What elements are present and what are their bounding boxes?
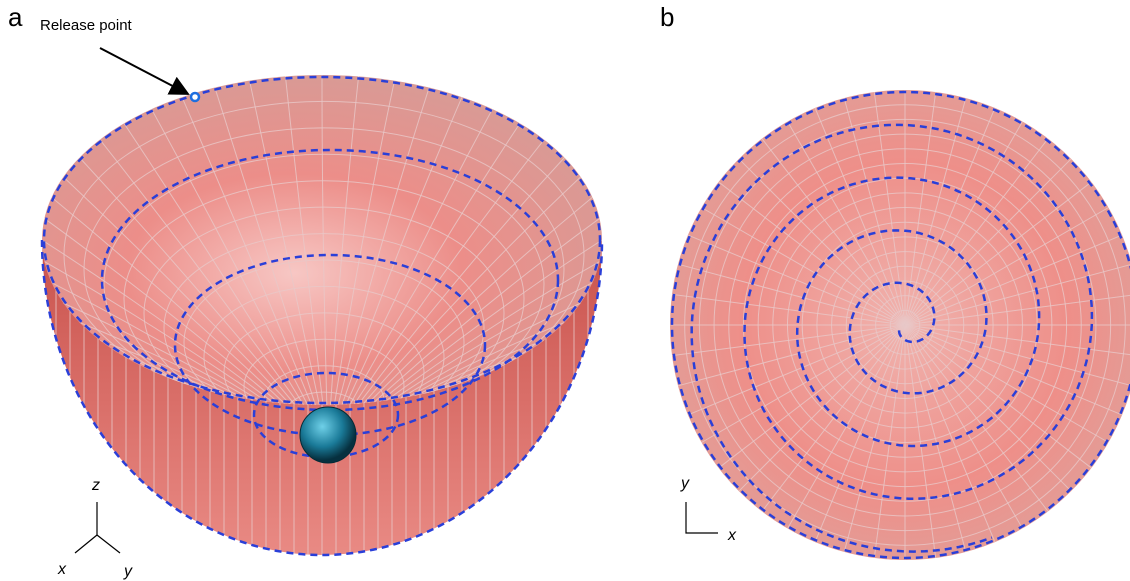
ball xyxy=(300,407,356,463)
axis-label: z xyxy=(91,477,100,494)
axis-triad xyxy=(686,502,718,533)
bowl-3d xyxy=(42,48,602,581)
axis-label: y xyxy=(680,475,690,492)
bowl-top-view xyxy=(670,90,1130,560)
release-marker xyxy=(191,93,199,101)
panel-label: a xyxy=(8,2,23,32)
figure: a Release point z x y b y x xyxy=(0,0,1130,581)
arrow xyxy=(100,48,188,94)
axis-triad xyxy=(75,502,120,553)
annotation: Release point xyxy=(40,17,133,34)
axis-label: x xyxy=(57,561,67,578)
axis-label: y xyxy=(123,563,133,580)
axis-label: x xyxy=(727,527,737,544)
panel-label: b xyxy=(660,2,674,32)
